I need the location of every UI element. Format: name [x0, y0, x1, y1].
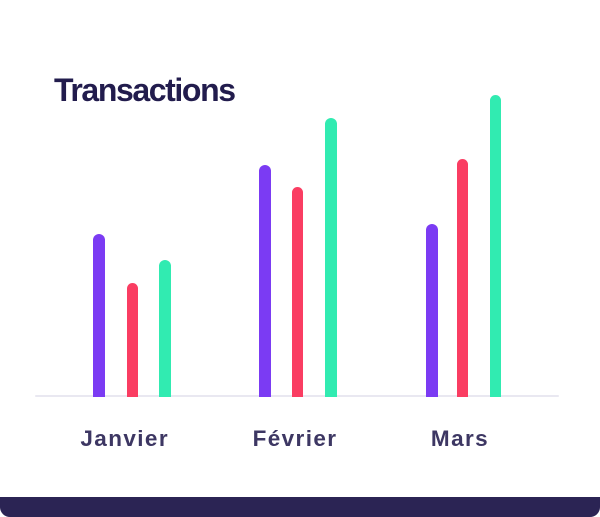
bar-pink-janvier — [126, 283, 139, 397]
bar-pink-février — [291, 187, 304, 397]
x-label-janvier: Janvier — [80, 426, 169, 452]
bar-purple-mars — [426, 224, 438, 397]
bar-green-février — [325, 118, 337, 397]
chart-title: Transactions — [54, 72, 236, 108]
bar-pink-mars — [456, 159, 469, 397]
footer-bar — [0, 497, 600, 517]
bar-green-mars — [489, 95, 502, 397]
x-label-mars: Mars — [430, 426, 490, 452]
x-label-février: Février — [252, 426, 338, 452]
bar-purple-février — [259, 165, 271, 397]
bar-purple-janvier — [93, 234, 105, 397]
bar-green-janvier — [159, 260, 171, 397]
